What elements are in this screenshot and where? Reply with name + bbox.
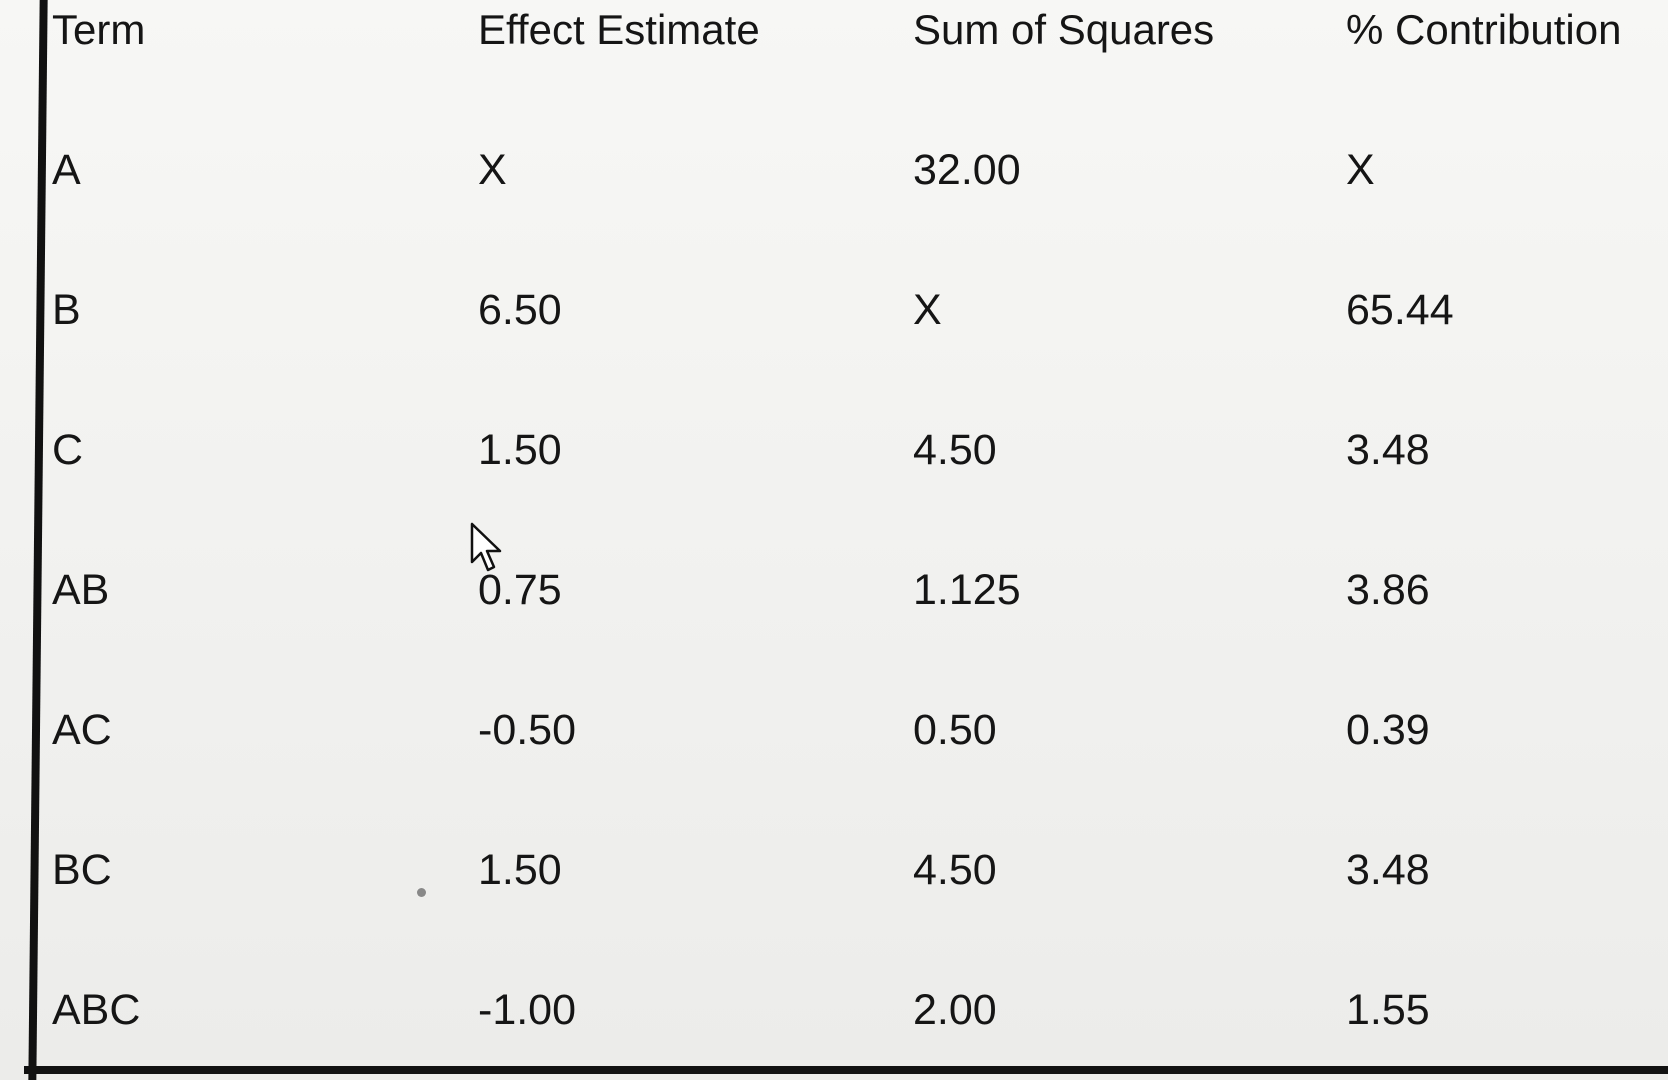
header-term: Term <box>52 6 146 53</box>
cell-sum-of-squares: X <box>913 286 942 334</box>
header-sum-of-squares: Sum of Squares <box>913 6 1215 53</box>
cell-effect: -1.00 <box>478 986 577 1034</box>
cell-percent: 3.86 <box>1346 566 1430 614</box>
cell-sum-of-squares: 2.00 <box>913 986 997 1034</box>
cell-percent: X <box>1346 146 1375 194</box>
mouse-pointer-icon <box>470 522 502 572</box>
header-effect-estimate: Effect Estimate <box>478 6 760 53</box>
table-row: BC 1.50 4.50 3.48 <box>0 840 1668 900</box>
cell-percent: 0.39 <box>1346 706 1430 754</box>
cell-effect: 0.75 <box>478 566 562 614</box>
cell-effect: -0.50 <box>478 706 577 754</box>
cell-term: AC <box>52 706 112 754</box>
table-row: A X 32.00 X <box>0 140 1668 200</box>
cell-term: C <box>52 426 84 474</box>
cell-percent: 3.48 <box>1346 846 1430 894</box>
cell-term: ABC <box>52 986 141 1034</box>
table-row: B 6.50 X 65.44 <box>0 280 1668 340</box>
cell-effect: X <box>478 146 507 194</box>
table-bottom-border <box>24 1066 1668 1074</box>
cell-percent: 1.55 <box>1346 986 1430 1034</box>
cell-sum-of-squares: 1.125 <box>913 566 1021 614</box>
table-header-row: Term Effect Estimate Sum of Squares % Co… <box>0 0 1668 60</box>
cell-term: B <box>52 286 81 334</box>
cell-sum-of-squares: 32.00 <box>913 146 1021 194</box>
table-row: C 1.50 4.50 3.48 <box>0 420 1668 480</box>
screen-speck <box>417 888 426 897</box>
table-row: AB 0.75 1.125 3.86 <box>0 560 1668 620</box>
cell-term: A <box>52 146 81 194</box>
cell-effect: 1.50 <box>478 846 562 894</box>
cell-effect: 6.50 <box>478 286 562 334</box>
table-row: AC -0.50 0.50 0.39 <box>0 700 1668 760</box>
cell-sum-of-squares: 4.50 <box>913 426 997 474</box>
cell-sum-of-squares: 0.50 <box>913 706 997 754</box>
cell-percent: 3.48 <box>1346 426 1430 474</box>
header-percent-contribution: % Contribution <box>1346 6 1622 53</box>
cell-sum-of-squares: 4.50 <box>913 846 997 894</box>
cell-effect: 1.50 <box>478 426 562 474</box>
cell-term: AB <box>52 566 110 614</box>
cell-term: BC <box>52 846 112 894</box>
table-row: ABC -1.00 2.00 1.55 <box>0 980 1668 1040</box>
cell-percent: 65.44 <box>1346 286 1454 334</box>
